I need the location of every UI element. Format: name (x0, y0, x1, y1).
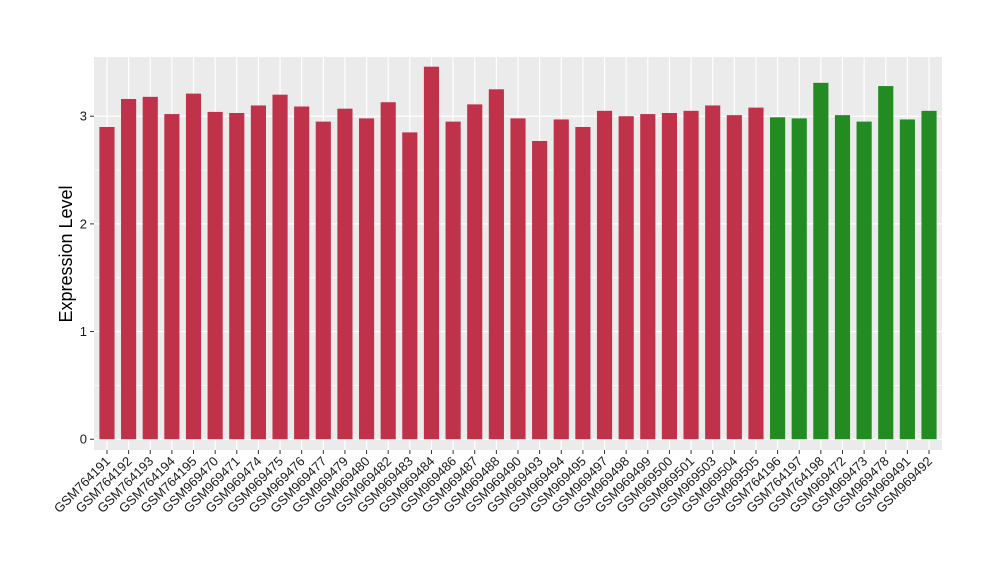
bar-GSM764193 (142, 96, 158, 440)
bar-GSM969476 (294, 106, 310, 440)
bar-GSM969470 (207, 111, 223, 440)
bar-GSM764196 (770, 117, 786, 440)
bar-GSM969478 (878, 86, 894, 440)
x-axis: GSM764191GSM764192GSM764193GSM764194GSM7… (51, 450, 935, 516)
bar-GSM764198 (813, 82, 829, 440)
bar-GSM969471 (229, 112, 245, 440)
bar-GSM764194 (164, 114, 180, 440)
bar-GSM969499 (640, 114, 656, 440)
bar-GSM969501 (683, 110, 699, 440)
bar-GSM969492 (921, 110, 937, 440)
bar-GSM969495 (575, 126, 591, 440)
bars (99, 66, 937, 440)
bar-GSM969475 (272, 94, 288, 440)
bar-GSM969483 (402, 132, 418, 440)
bar-GSM969477 (315, 121, 331, 440)
bar-GSM969487 (467, 104, 483, 440)
y-tick-label: 1 (80, 324, 87, 339)
bar-GSM969472 (834, 115, 851, 440)
bar-GSM969482 (380, 102, 396, 440)
bar-GSM764197 (791, 118, 807, 440)
y-axis-title: Expression Level (56, 185, 76, 322)
y-tick-label: 3 (80, 109, 87, 124)
bar-GSM969480 (359, 118, 375, 440)
y-tick-label: 2 (80, 216, 87, 231)
bar-GSM969493 (532, 140, 548, 440)
bar-GSM969486 (445, 121, 461, 440)
y-tick-label: 0 (80, 432, 87, 447)
bar-GSM969498 (618, 116, 634, 440)
bar-GSM969490 (510, 118, 526, 440)
bar-GSM764192 (121, 98, 137, 440)
y-axis: 0 1 2 3 (80, 109, 94, 447)
bar-GSM764191 (99, 126, 115, 440)
bar-GSM969473 (856, 121, 872, 440)
bar-GSM969503 (705, 105, 721, 440)
bar-GSM969504 (726, 115, 742, 440)
bar-GSM969474 (250, 105, 266, 440)
bar-GSM969505 (748, 107, 764, 440)
bar-GSM969491 (899, 119, 915, 440)
bar-GSM969479 (337, 108, 353, 440)
bar-GSM969494 (553, 119, 569, 440)
bar-GSM969484 (423, 66, 440, 440)
bar-GSM764195 (185, 93, 202, 440)
bar-GSM969500 (661, 112, 677, 440)
bar-GSM969497 (596, 110, 613, 440)
bar-GSM969488 (488, 89, 504, 440)
